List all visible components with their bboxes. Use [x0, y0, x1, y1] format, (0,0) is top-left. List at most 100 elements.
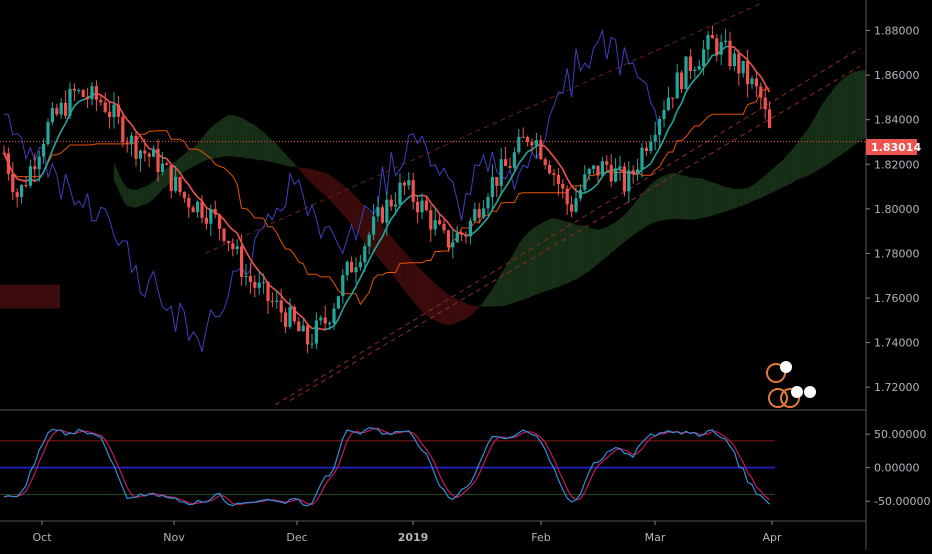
cloud-segment: [286, 154, 290, 166]
oscillator-pane: [0, 428, 775, 506]
cloud-segment: [250, 123, 254, 159]
conversion-line-segment: [330, 326, 334, 328]
candle-down: [117, 105, 120, 117]
conversion-line-segment: [360, 269, 364, 278]
conversion-line-segment: [422, 195, 426, 196]
candle-up: [130, 136, 133, 144]
cloud-segment: [712, 182, 716, 215]
candle-up: [473, 209, 476, 221]
candle-down: [645, 148, 648, 151]
candle-down: [156, 149, 159, 172]
candle-down: [425, 201, 428, 211]
cloud-segment: [303, 168, 307, 180]
candle-down: [416, 202, 419, 212]
conversion-line-segment: [286, 301, 290, 304]
main-price-pane: [0, 4, 866, 405]
cloud-segment: [184, 151, 188, 172]
y-tick-label: 1.72000: [874, 381, 920, 394]
cloud-segment: [858, 70, 862, 143]
conversion-line-segment: [369, 252, 373, 260]
cloud-segment: [294, 164, 298, 169]
cloud-segment: [765, 171, 769, 196]
candle-up: [244, 276, 247, 277]
cloud-segment: [519, 238, 523, 301]
cloud-segment: [611, 222, 615, 253]
conversion-line-segment: [545, 147, 549, 152]
candle-down: [530, 142, 533, 146]
candle-up: [112, 105, 115, 117]
candle-down: [759, 86, 762, 97]
conversion-line-segment: [162, 158, 166, 159]
candle-up: [640, 148, 643, 170]
cloud-segment: [136, 188, 140, 208]
cloud-segment: [220, 117, 224, 157]
conversion-line-segment: [435, 208, 439, 214]
conversion-line-segment: [35, 179, 39, 181]
candle-up: [420, 201, 423, 213]
candle-up: [574, 198, 577, 211]
cloud-segment: [440, 288, 444, 324]
conversion-line-segment: [497, 193, 501, 202]
candle-down: [526, 137, 529, 142]
conversion-line-segment: [391, 213, 395, 219]
candle-up: [275, 300, 278, 301]
candle-up: [258, 283, 261, 288]
candle-up: [236, 246, 239, 249]
candle-up: [29, 166, 32, 185]
candle-up: [328, 323, 331, 324]
conversion-line-segment: [303, 318, 307, 324]
conversion-line-segment: [479, 223, 483, 228]
conversion-line-segment: [418, 195, 422, 196]
candle-down: [671, 98, 674, 99]
candle-up: [684, 56, 687, 89]
cloud-segment: [660, 176, 664, 221]
cloud-segment: [242, 118, 246, 158]
conversion-line-segment: [105, 98, 109, 102]
marker-badge-icon[interactable]: [780, 361, 792, 373]
marker-badge-icon[interactable]: [804, 386, 816, 398]
cloud-segment: [761, 175, 765, 198]
candle-up: [702, 49, 705, 66]
candle-down: [82, 90, 85, 97]
candle-down: [187, 198, 190, 207]
conversion-line-segment: [598, 176, 602, 183]
price-y-axis[interactable]: 1.880001.860001.840001.820001.800001.780…: [866, 25, 920, 395]
conversion-line-segment: [246, 252, 250, 260]
candle-down: [561, 184, 564, 189]
candle-up: [662, 110, 665, 119]
marker-badge-icon[interactable]: [791, 386, 803, 398]
cloud-segment: [822, 98, 826, 167]
conversion-line-segment: [567, 178, 571, 186]
candle-up: [720, 42, 723, 55]
cloud-segment: [140, 187, 144, 206]
cloud-segment: [616, 219, 620, 249]
conversion-line-segment: [237, 233, 241, 243]
conversion-line-segment: [444, 218, 448, 223]
cloud-segment: [264, 132, 268, 162]
candle-up: [618, 166, 621, 168]
conversion-line-segment: [563, 169, 567, 178]
conversion-line-segment: [79, 100, 83, 102]
cloud-segment: [708, 181, 712, 217]
candle-down: [596, 166, 599, 176]
cloud-segment: [532, 226, 536, 296]
conversion-line-segment: [523, 152, 527, 158]
candle-up: [319, 317, 322, 320]
candle-up: [209, 209, 212, 224]
conversion-line-segment: [651, 155, 655, 163]
candle-down: [86, 97, 89, 99]
cloud-segment: [818, 104, 822, 170]
cloud-segment: [545, 219, 549, 291]
cloud-segment: [400, 247, 404, 291]
cloud-segment: [127, 188, 131, 207]
candle-down: [121, 117, 124, 143]
conversion-line-segment: [488, 210, 492, 218]
conversion-line-segment: [756, 72, 760, 77]
candle-up: [394, 205, 397, 207]
chart-markers[interactable]: [767, 361, 816, 407]
x-tick-label: Nov: [163, 531, 185, 544]
candle-up: [46, 122, 49, 144]
